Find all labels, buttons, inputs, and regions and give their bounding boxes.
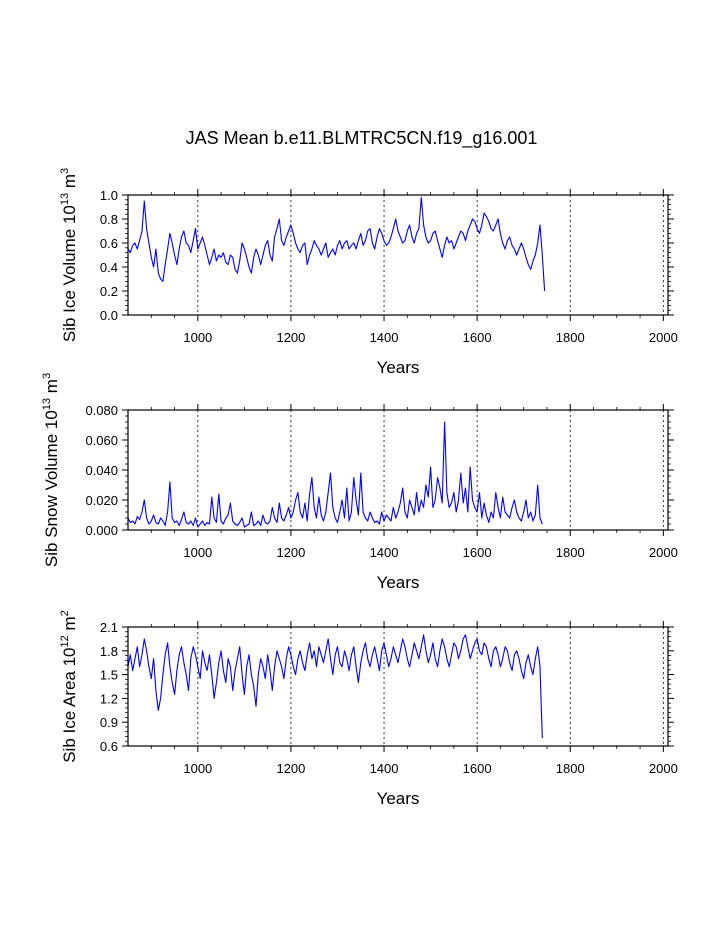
x-tick-label: 1600 [463,330,492,345]
x-tick-label: 1200 [276,330,305,345]
y-tick-label: 0.0 [100,308,118,323]
x-tick-label: 1800 [556,330,585,345]
y-tick-label: 1.5 [100,668,118,683]
series-line [127,196,546,292]
x-tick-label: 1600 [463,545,492,560]
series-line [127,634,543,739]
y-tick-label: 0.9 [100,715,118,730]
x-tick-label: 1800 [556,761,585,776]
y-axis-title: Sib Ice Volume 1013 m3 [59,168,79,342]
series-line [127,421,543,528]
y-tick-label: 0.040 [85,463,118,478]
y-tick-label: 0.2 [100,284,118,299]
x-tick-label: 1400 [370,545,399,560]
y-tick-label: 0.060 [85,433,118,448]
y-tick-label: 2.1 [100,620,118,635]
y-tick-label: 1.2 [100,691,118,706]
x-tick-label: 1000 [183,330,212,345]
x-tick-label: 1200 [276,545,305,560]
x-tick-label: 2000 [649,330,678,345]
chart-title: JAS Mean b.e11.BLMTRC5CN.f19_g16.001 [185,128,538,148]
y-tick-label: 0.080 [85,403,118,418]
y-tick-label: 1.8 [100,644,118,659]
y-tick-label: 0.4 [100,260,118,275]
x-tick-label: 1000 [183,545,212,560]
y-tick-label: 0.000 [85,523,118,538]
snow-volume-plot: 1000 1200 1400 1600 1800 2000 0.000 0.020 0.040 0… [41,373,678,592]
y-tick-label: 0.020 [85,493,118,508]
y-axis-title: Sib Ice Area 1012 m2 [59,610,79,763]
ice-area-plot: 1000 1200 1400 1600 1800 2000 0.6 0.9 1.2 1.5 1.8 2… [59,610,678,808]
x-tick-label: 1600 [463,761,492,776]
x-tick-label: 2000 [649,545,678,560]
x-tick-label: 1400 [370,330,399,345]
y-axis-title: Sib Snow Volume 1013 m3 [41,373,61,567]
x-tick-label: 1400 [370,761,399,776]
y-tick-label: 0.6 [100,739,118,754]
plot-frame [127,194,669,316]
x-axis-title: Years [377,358,420,377]
y-tick-label: 1.0 [100,188,118,203]
x-tick-label: 1000 [183,761,212,776]
x-axis-title: Years [377,573,420,592]
y-tick-label: 0.6 [100,236,118,251]
plot-frame [127,626,669,747]
x-tick-label: 1200 [276,761,305,776]
x-tick-label: 2000 [649,761,678,776]
y-tick-label: 0.8 [100,212,118,227]
x-axis-title: Years [377,789,420,808]
ice-volume-plot: 1000 1200 1400 1600 1800 2000 0.0 0.2 0.4 0.6 0.8 1… [59,168,678,377]
x-tick-label: 1800 [556,545,585,560]
